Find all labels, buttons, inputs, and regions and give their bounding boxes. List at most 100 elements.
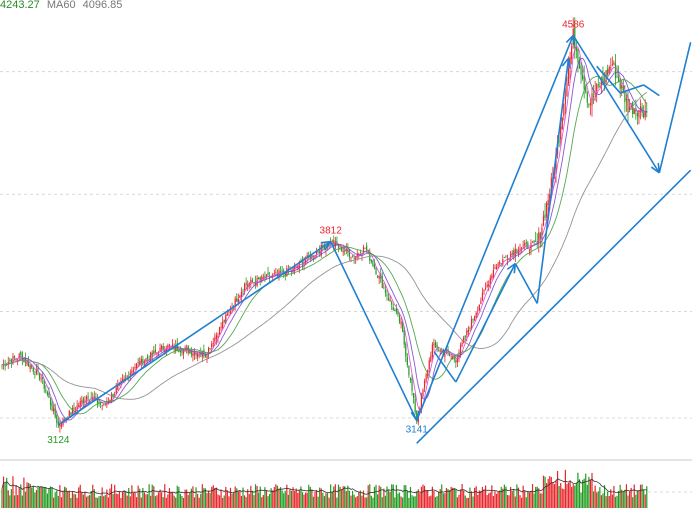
volume-bar: [641, 484, 643, 508]
arrowhead: [565, 34, 575, 46]
volume-bar: [458, 494, 460, 508]
candle-body: [628, 107, 631, 110]
candle-body: [236, 298, 238, 302]
candle-body: [87, 396, 89, 399]
volume-bar: [546, 483, 548, 508]
volume-bar: [215, 487, 218, 508]
candle-body: [250, 279, 252, 283]
volume-bar: [456, 497, 459, 508]
volume-bar: [214, 487, 216, 508]
candle-body: [392, 307, 394, 310]
volume-bar: [250, 485, 252, 508]
volume-bar: [269, 493, 271, 508]
volume-bar: [381, 497, 383, 508]
candle-body: [470, 319, 473, 329]
candle-body: [607, 69, 609, 76]
volume-bar: [145, 494, 147, 508]
volume-bar: [331, 491, 333, 508]
candle-body: [240, 291, 243, 298]
volume-bar: [596, 492, 598, 508]
candle-body: [491, 276, 493, 278]
candle-body: [281, 270, 283, 272]
candle-body: [167, 344, 169, 349]
volume-bar: [9, 495, 11, 508]
candle-body: [596, 84, 598, 92]
volume-bar: [625, 484, 628, 508]
candle-body: [207, 347, 210, 355]
candle-body: [175, 345, 177, 351]
volume-bar: [552, 482, 554, 508]
candle-body: [503, 257, 505, 259]
volume-bar: [488, 493, 490, 508]
trend-line: [416, 169, 692, 444]
volume-bar: [597, 491, 599, 508]
candle-body: [592, 96, 595, 97]
trend-line: [329, 241, 418, 421]
volume-bar: [229, 487, 232, 508]
candle-body: [342, 250, 344, 253]
volume-bar: [632, 497, 634, 508]
arrowhead: [650, 162, 661, 174]
candle-body: [456, 358, 459, 363]
volume-bar: [104, 494, 106, 508]
candle-body: [309, 255, 311, 260]
annotation-label: 3141: [406, 424, 429, 435]
candle-body: [477, 310, 479, 312]
ma20-line: [1, 75, 648, 415]
candle-body: [351, 255, 354, 257]
volume-bar: [508, 495, 510, 508]
annotation-label: 3812: [320, 226, 343, 237]
volume-bar: [87, 495, 89, 508]
volume-bar: [613, 485, 615, 508]
candle-body: [585, 87, 587, 93]
volume-bar: [339, 486, 341, 508]
trend-line: [57, 240, 332, 426]
volume-bar: [431, 486, 433, 508]
volume-bar: [305, 492, 307, 508]
candle-body: [430, 356, 432, 362]
volume-bar: [34, 492, 36, 508]
volume-bar: [31, 487, 33, 508]
volume-bar: [516, 484, 518, 508]
volume-bar: [497, 491, 499, 508]
volume-bar: [256, 485, 258, 508]
candle-body: [466, 330, 468, 336]
volume-bar: [366, 497, 368, 508]
volume-bar: [129, 496, 131, 508]
volume-bar: [48, 488, 50, 508]
candle-body: [488, 284, 490, 287]
volume-bar: [195, 487, 197, 508]
candle-body: [56, 415, 58, 423]
volume-bar: [315, 489, 318, 508]
volume-bar: [359, 490, 361, 508]
arrowhead: [561, 57, 571, 69]
volume-bar: [447, 489, 449, 508]
candle-body: [92, 397, 94, 401]
candle-body: [283, 270, 285, 274]
volume-bar: [386, 486, 388, 508]
volume-bar: [198, 497, 200, 508]
candle-body: [78, 405, 80, 407]
volume-bar: [355, 497, 357, 508]
candle-body: [134, 366, 136, 369]
volume-bar: [542, 475, 545, 508]
candle-body: [589, 103, 592, 105]
candle-body: [42, 377, 44, 379]
volume-bar: [375, 484, 377, 508]
arrowhead: [410, 410, 420, 421]
volume-bar: [464, 495, 466, 508]
candle-body: [29, 365, 31, 369]
volume-bar: [201, 484, 203, 508]
volume-bar: [592, 491, 595, 508]
candle-body: [362, 247, 365, 254]
candle-body: [433, 343, 435, 346]
candle-body: [475, 312, 477, 318]
candle-body: [448, 353, 451, 356]
candle-body: [381, 276, 383, 288]
candle-body: [117, 385, 119, 390]
candle-body: [364, 247, 366, 249]
volume-bar: [614, 496, 617, 508]
candle-body: [621, 85, 623, 88]
volume-bar: [400, 496, 402, 508]
volume-bar: [17, 495, 19, 508]
